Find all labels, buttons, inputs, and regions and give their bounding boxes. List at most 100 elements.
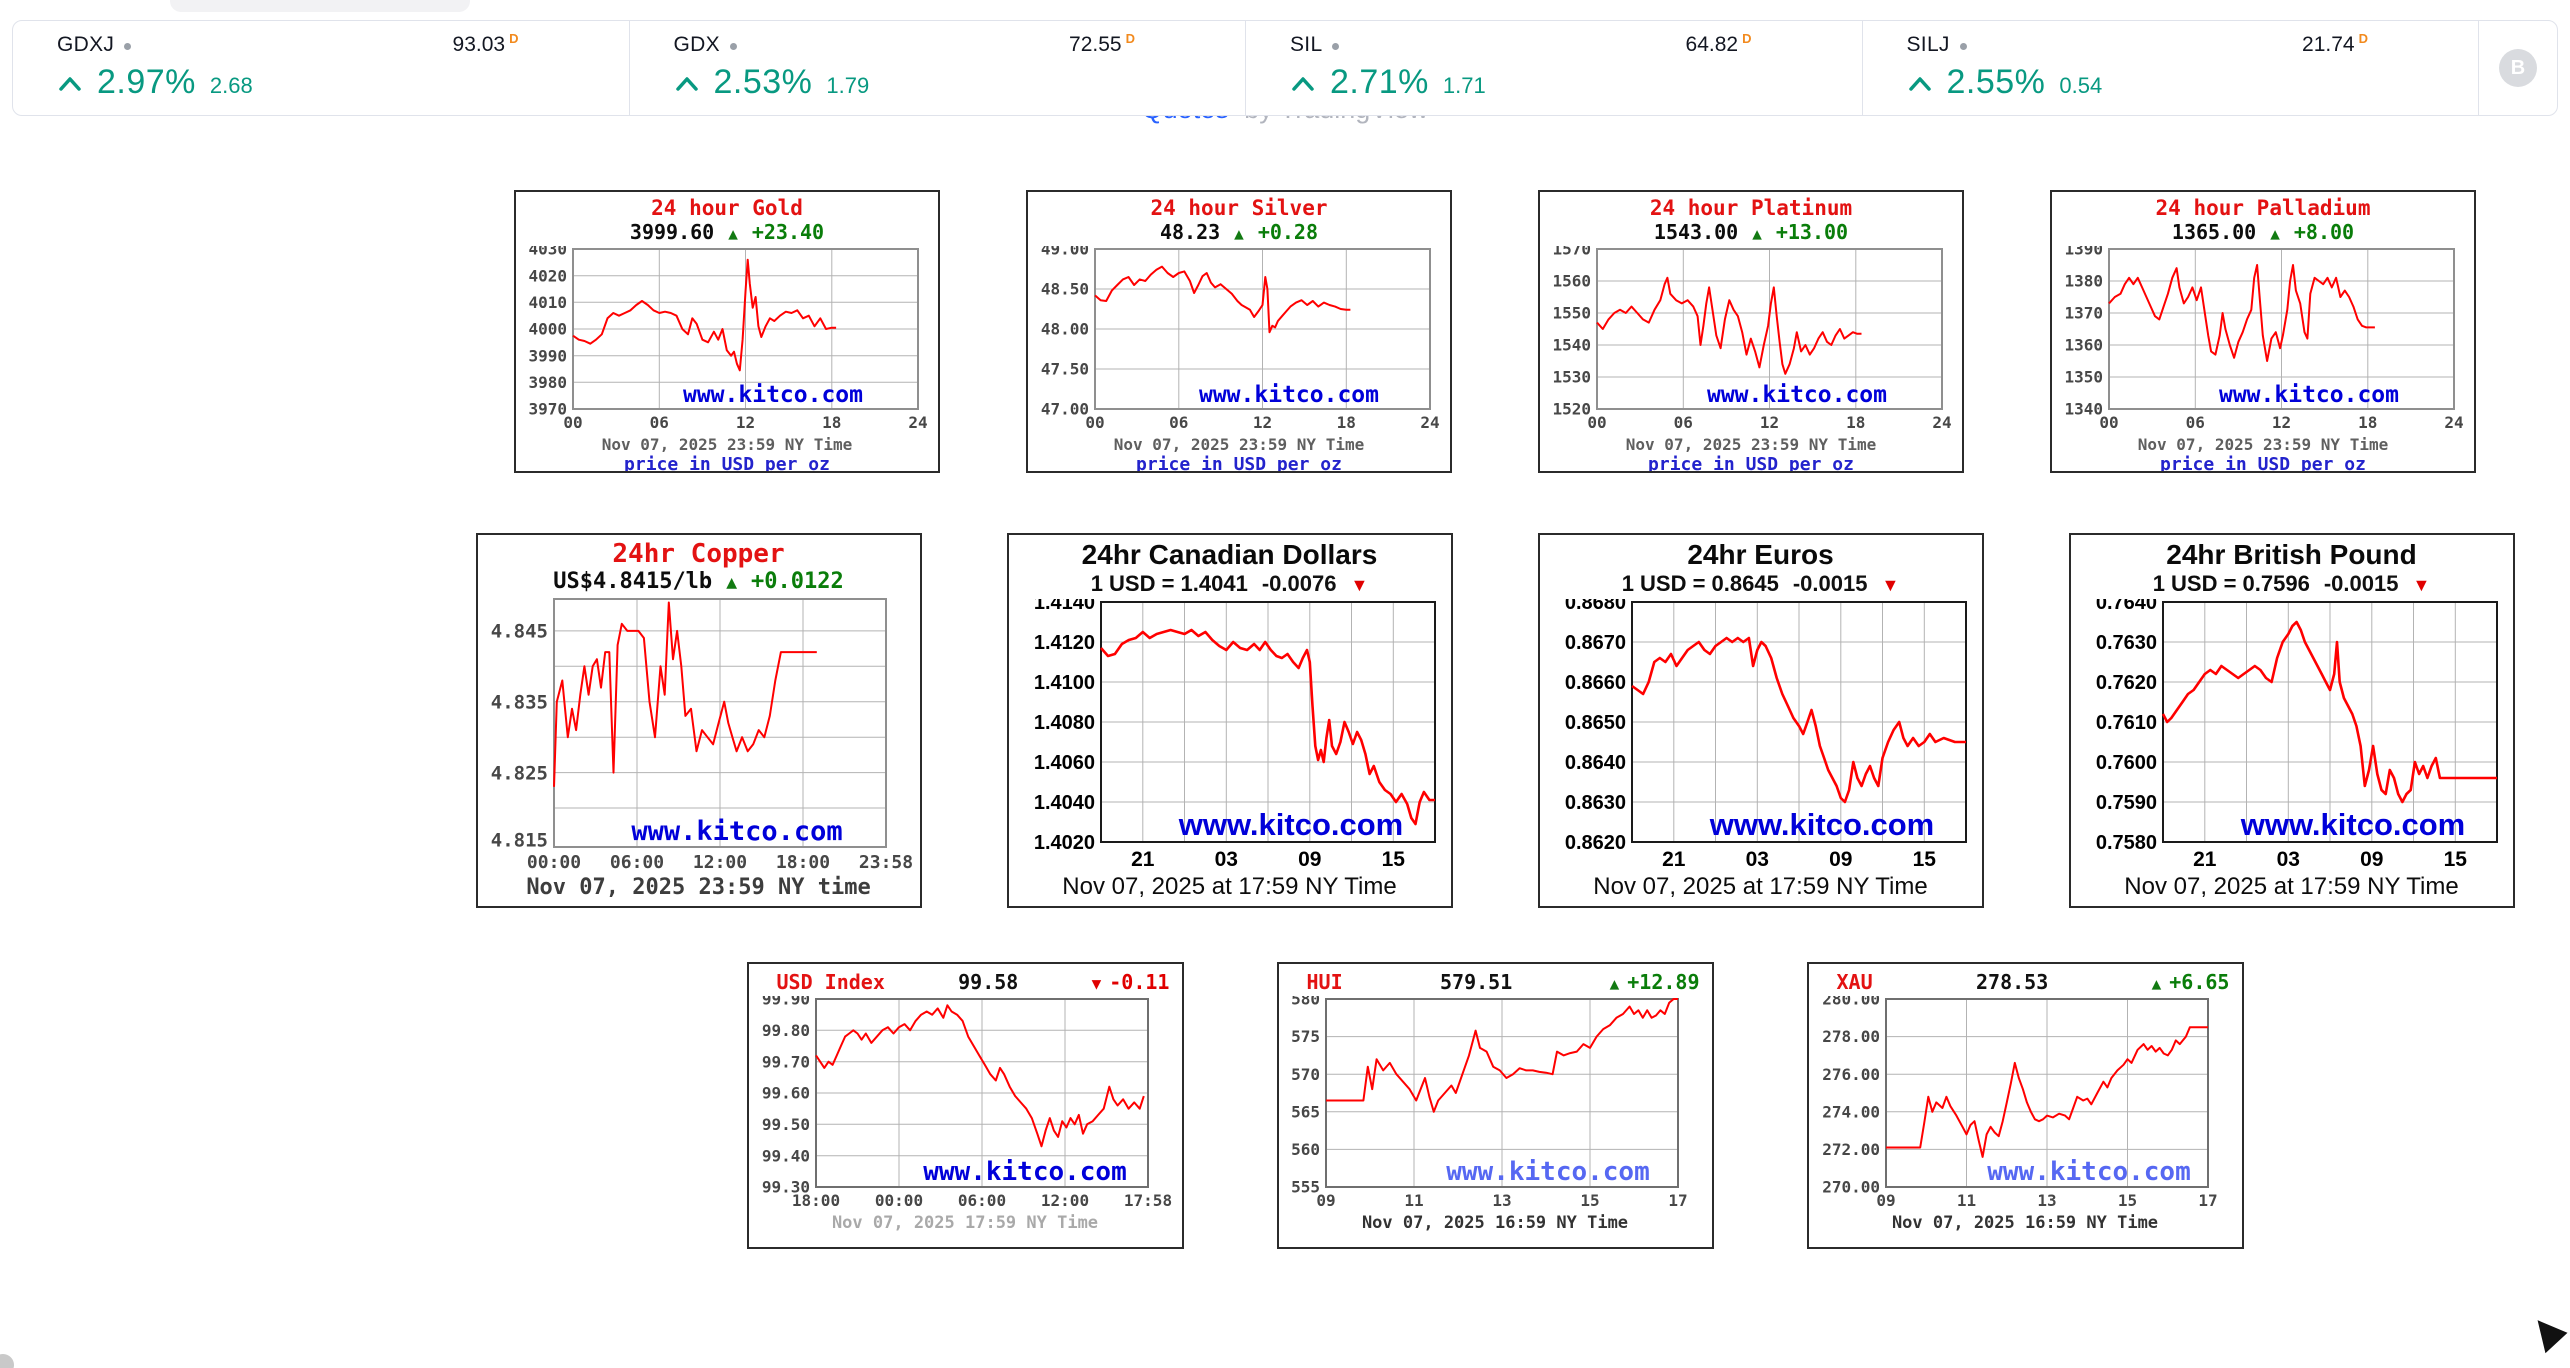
chart-palladium-24h[interactable]: 24 hour Palladium 1365.00 ▲ +8.00 1390 1380 13…	[2050, 190, 2476, 473]
chart-title: HUI	[1306, 970, 1343, 994]
chart-gold-24h[interactable]: 24 hour Gold 3999.60 ▲ +23.40 4030 4020 4010 40…	[514, 190, 940, 473]
svg-text:4020: 4020	[528, 266, 567, 285]
up-caret-icon	[1292, 77, 1314, 91]
svg-text:24: 24	[908, 413, 927, 432]
svg-text:0.7630: 0.7630	[2095, 632, 2156, 654]
svg-text:09: 09	[1829, 848, 1852, 871]
up-triangle-icon: ▲	[2270, 224, 2280, 243]
svg-text:49.00: 49.00	[1041, 246, 1089, 259]
svg-text:1.4100: 1.4100	[1033, 672, 1094, 694]
svg-text:11: 11	[1956, 1191, 1975, 1210]
svg-text:0.8660: 0.8660	[1564, 672, 1625, 694]
chart-header: XAU 278.53 ▲ +6.65	[1809, 964, 2242, 994]
svg-text:48.50: 48.50	[1041, 280, 1089, 299]
chart-copper-24h[interactable]: 24hr Copper US$4.8415/lb ▲ +0.0122 4.845 4.83…	[475, 533, 922, 908]
chart-british-pound-24h[interactable]: 24hr British Pound 1 USD = 0.7596 -0.0015 ▼…	[2068, 533, 2515, 908]
percent-change: 2.55%	[1946, 63, 2046, 101]
chart-footer: Nov 07, 2025 at 17:59 NY Time	[2124, 873, 2459, 900]
svg-text:06: 06	[1169, 413, 1188, 432]
chart-title: 24 hour Gold	[651, 196, 803, 220]
chart-canadian-dollar-24h[interactable]: 24hr Canadian Dollars 1 USD = 1.4041 -0.00…	[1006, 533, 1453, 908]
svg-text:18: 18	[1846, 413, 1865, 432]
percent-change: 2.71%	[1330, 63, 1429, 101]
chart-platinum-24h[interactable]: 24 hour Platinum 1543.00 ▲ +13.00 1570 1560 15…	[1538, 190, 1964, 473]
svg-text:4000: 4000	[528, 320, 567, 339]
svg-text:276.00: 276.00	[1822, 1065, 1880, 1084]
chart-value: 1365.00	[2171, 220, 2257, 244]
ticker-quote-gdxj[interactable]: GDXJ 93.03 D 2.97% 2.68	[13, 21, 629, 115]
svg-text:280.00: 280.00	[1822, 996, 1880, 1009]
svg-text:272.00: 272.00	[1822, 1140, 1880, 1159]
svg-text:00: 00	[563, 413, 582, 432]
svg-text:0.7610: 0.7610	[2095, 712, 2156, 734]
svg-text:3990: 3990	[528, 346, 567, 365]
ticker-badge-section: B	[2478, 21, 2557, 115]
svg-text:99.30: 99.30	[761, 1178, 809, 1197]
svg-text:575: 575	[1291, 1027, 1320, 1046]
kitco-watermark: www.kitco.com	[1987, 1157, 2191, 1187]
svg-text:15: 15	[1580, 1191, 1599, 1210]
svg-text:15: 15	[2443, 848, 2467, 871]
chart-unit-label: price in USD per oz	[1648, 454, 1854, 473]
chart-change: +0.0122	[751, 569, 844, 594]
chart-change: -0.0015	[2323, 571, 2399, 596]
svg-text:570: 570	[1291, 1065, 1320, 1084]
up-caret-icon	[59, 77, 81, 91]
chart-value: 278.53	[1976, 970, 2049, 994]
chart-change: +0.28	[1257, 220, 1319, 244]
svg-text:18: 18	[2358, 413, 2377, 432]
market-status-dot	[124, 42, 132, 50]
chart-value: 3999.60	[629, 220, 715, 244]
chart-silver-24h[interactable]: 24 hour Silver 48.23 ▲ +0.28 49.00 48.50 48.00…	[1026, 190, 1452, 473]
chart-value: 1 USD = 0.8645	[1621, 571, 1779, 596]
svg-text:99.80: 99.80	[761, 1021, 809, 1040]
svg-text:99.90: 99.90	[761, 996, 809, 1009]
svg-text:00: 00	[1587, 413, 1606, 432]
svg-text:18: 18	[1337, 413, 1356, 432]
kitco-watermark: www.kitco.com	[2219, 382, 2399, 408]
svg-text:09: 09	[1298, 848, 1321, 871]
chart-hui-index[interactable]: HUI 579.51 ▲ +12.89 580 575 570 565 560 555 09 11 13…	[1276, 962, 1714, 1249]
chart-euro-24h[interactable]: 24hr Euros 1 USD = 0.8645 -0.0015 ▼ 0.8680 0.…	[1537, 533, 1984, 908]
chart-footer: Nov 07, 2025 23:59 NY time	[526, 875, 871, 900]
svg-text:1540: 1540	[1552, 336, 1591, 355]
chart-title: 24hr Canadian Dollars	[1081, 539, 1378, 570]
charts-content: 24 hour Gold 3999.60 ▲ +23.40 4030 4020 4010 40…	[430, 190, 2560, 1249]
chart-title: USD Index	[776, 970, 885, 994]
chart-value-row: 3999.60 ▲ +23.40	[516, 220, 938, 244]
ticker-quote-silj[interactable]: SILJ 21.74 D 2.55% 0.54	[1861, 21, 2479, 115]
svg-text:278.00: 278.00	[1822, 1027, 1880, 1046]
svg-text:0.7640: 0.7640	[2095, 599, 2156, 614]
svg-text:06: 06	[650, 413, 669, 432]
b-badge[interactable]: B	[2499, 49, 2537, 87]
svg-text:00: 00	[1085, 413, 1104, 432]
svg-text:12: 12	[2272, 413, 2291, 432]
ticker-quote-sil[interactable]: SIL 64.82 D 2.71% 1.71	[1245, 21, 1862, 115]
svg-text:15: 15	[1381, 848, 1405, 871]
svg-text:09: 09	[1876, 1191, 1895, 1210]
chart-unit-label: price in USD per oz	[1136, 454, 1342, 473]
svg-text:47.50: 47.50	[1041, 360, 1089, 379]
svg-text:13: 13	[2037, 1191, 2056, 1210]
chart-footer: Nov 07, 2025 at 17:59 NY Time	[1593, 873, 1928, 900]
chart-xau-index[interactable]: XAU 278.53 ▲ +6.65 280.00 278.00 276.00 274.00 2…	[1806, 962, 2244, 1249]
svg-text:12: 12	[736, 413, 755, 432]
svg-text:4.845: 4.845	[490, 621, 547, 643]
chart-change: -0.0015	[1792, 571, 1868, 596]
kitco-watermark: www.kitco.com	[1199, 382, 1379, 408]
chart-title: 24 hour Platinum	[1649, 196, 1853, 220]
chart-usd-index[interactable]: USD Index 99.58 ▼ -0.11 99.90 99.80 99.70 99.60…	[746, 962, 1184, 1249]
chart-plot: 0.7640 0.7630 0.7620 0.7610 0.7600 0.7590 0.75…	[2095, 599, 2498, 871]
ticker-quote-gdx[interactable]: GDX 72.55 D 2.53% 1.79	[628, 21, 1246, 115]
kitco-watermark: www.kitco.com	[683, 382, 863, 408]
chart-change: +6.65	[2169, 970, 2230, 994]
chart-value-row: 1 USD = 1.4041 -0.0076 ▼	[1009, 571, 1451, 597]
symbol-label: GDXJ	[57, 33, 115, 56]
chart-value-row: 1 USD = 0.8645 -0.0015 ▼	[1540, 571, 1982, 597]
chart-title: 24 hour Silver	[1150, 196, 1328, 220]
svg-text:1.4080: 1.4080	[1033, 712, 1094, 734]
mouse-cursor	[2531, 1313, 2570, 1361]
